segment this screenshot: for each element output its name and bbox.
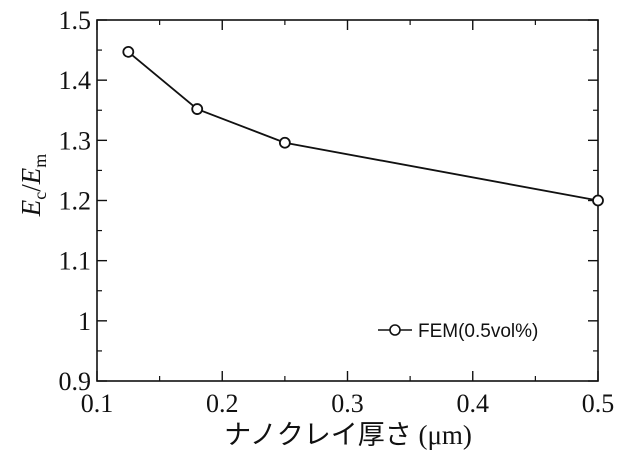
- y-tick-label: 1.3: [59, 126, 92, 155]
- y-axis-title: Ec/Em: [16, 154, 50, 218]
- x-tick-label: 0.3: [331, 389, 364, 418]
- svg-text:Ec/Em: Ec/Em: [16, 154, 50, 218]
- legend-series-label: FEM(0.5vol%): [418, 321, 538, 342]
- data-point: [191, 103, 204, 115]
- x-tick-label: 0.5: [582, 389, 615, 418]
- legend-marker: [389, 324, 401, 336]
- y-tick-label: 0.9: [59, 367, 92, 396]
- y-axis-title-sub-c: c: [30, 192, 50, 200]
- legend: FEM(0.5vol%): [378, 321, 538, 342]
- y-tick-label: 1.1: [59, 247, 92, 276]
- series-layer: [122, 45, 604, 207]
- y-tick-label: 1.4: [59, 66, 92, 95]
- x-tick-label: 0.4: [457, 389, 490, 418]
- x-axis-title: ナノクレイ厚さ (μm): [224, 420, 472, 450]
- series-line: [127, 51, 599, 202]
- x-tick-label: 0.1: [81, 389, 114, 418]
- y-tick-label: 1.5: [59, 6, 92, 35]
- data-point: [592, 194, 604, 207]
- y-tick-label: 1: [78, 307, 91, 336]
- y-axis-title-e: E: [16, 199, 46, 217]
- y-axis-title-slash: /: [16, 184, 46, 192]
- y-axis-title-sub-m: m: [30, 154, 50, 168]
- data-point: [122, 45, 135, 58]
- data-point: [278, 136, 291, 149]
- y-tick-label: 1.2: [59, 187, 92, 216]
- x-tick-label: 0.2: [206, 389, 239, 418]
- axis-tick-labels: 0.1 0.2 0.3 0.4 0.5 0.9 1 1.1 1.2 1.3 1.4 1.5: [59, 6, 615, 418]
- y-axis-title-e2: E: [16, 167, 46, 185]
